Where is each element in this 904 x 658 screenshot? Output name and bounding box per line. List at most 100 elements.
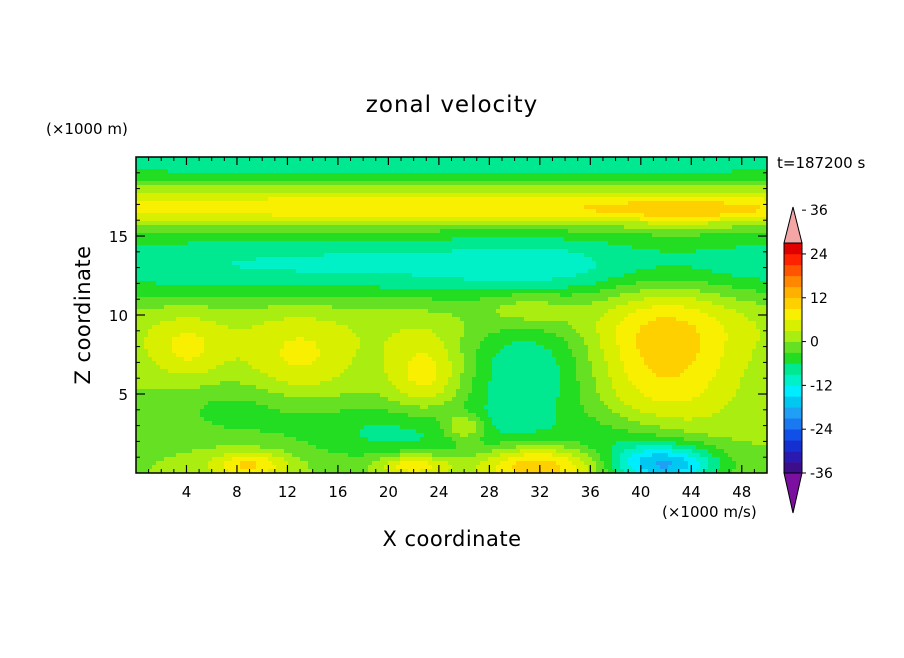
heatmap-cell <box>308 181 313 186</box>
heatmap-cell <box>492 157 497 162</box>
heatmap-cell <box>744 261 749 266</box>
heatmap-cell <box>748 273 753 278</box>
heatmap-cell <box>600 221 605 226</box>
heatmap-cell <box>296 225 301 230</box>
heatmap-cell <box>156 185 161 190</box>
heatmap-cell <box>628 257 633 262</box>
heatmap-cell <box>140 197 145 202</box>
heatmap-cell <box>224 165 229 170</box>
heatmap-cell <box>580 261 585 266</box>
heatmap-cell <box>216 257 221 262</box>
heatmap-cell <box>712 261 717 266</box>
heatmap-cell <box>588 241 593 246</box>
heatmap-cell <box>668 277 673 282</box>
heatmap-cell <box>452 233 457 238</box>
heatmap-cell <box>440 205 445 210</box>
heatmap-cell <box>628 181 633 186</box>
heatmap-cell <box>608 193 613 198</box>
heatmap-cell <box>640 189 645 194</box>
heatmap-cell <box>688 217 693 222</box>
heatmap-cell <box>252 237 257 242</box>
heatmap-cell <box>652 265 657 270</box>
heatmap-cell <box>676 249 681 254</box>
heatmap-cell <box>168 189 173 194</box>
heatmap-cell <box>168 233 173 238</box>
heatmap-cell <box>316 261 321 266</box>
heatmap-cell <box>628 177 633 182</box>
heatmap-cell <box>532 213 537 218</box>
heatmap-cell <box>720 193 725 198</box>
heatmap-cell <box>760 185 765 190</box>
heatmap-cell <box>244 185 249 190</box>
heatmap-cell <box>236 205 241 210</box>
heatmap-cell <box>696 197 701 202</box>
heatmap-cell <box>764 169 767 174</box>
heatmap-cell <box>708 197 713 202</box>
heatmap-cell <box>164 265 169 270</box>
heatmap-cell <box>284 261 289 266</box>
heatmap-cell <box>500 233 505 238</box>
heatmap-cell <box>144 281 149 286</box>
heatmap-cell <box>600 185 605 190</box>
heatmap-cell <box>640 161 645 166</box>
heatmap-cell <box>412 189 417 194</box>
heatmap-cell <box>748 261 753 266</box>
heatmap-cell <box>632 273 637 278</box>
heatmap-cell <box>632 209 637 214</box>
heatmap-cell <box>336 189 341 194</box>
heatmap-cell <box>292 229 297 234</box>
heatmap-cell <box>564 189 569 194</box>
heatmap-cell <box>504 173 509 178</box>
heatmap-cell <box>248 173 253 178</box>
heatmap-cell <box>564 157 569 162</box>
heatmap-cell <box>468 265 473 270</box>
heatmap-cell <box>256 253 261 258</box>
heatmap-cell <box>368 157 373 162</box>
heatmap-cell <box>732 185 737 190</box>
heatmap-cell <box>372 213 377 218</box>
y-unit-label: (×1000 m) <box>46 120 128 138</box>
heatmap-cell <box>624 169 629 174</box>
heatmap-cell <box>656 241 661 246</box>
heatmap-cell <box>348 229 353 234</box>
heatmap-cell <box>728 173 733 178</box>
heatmap-cell <box>208 233 213 238</box>
heatmap-cell <box>496 189 501 194</box>
heatmap-cell <box>144 269 149 274</box>
heatmap-cell <box>136 161 141 166</box>
heatmap-cell <box>644 265 649 270</box>
heatmap-cell <box>436 161 441 166</box>
heatmap-cell <box>564 253 569 258</box>
heatmap-cell <box>700 273 705 278</box>
heatmap-cell <box>536 161 541 166</box>
heatmap-cell <box>504 265 509 270</box>
heatmap-cell <box>540 193 545 198</box>
heatmap-cell <box>480 217 485 222</box>
heatmap-cell <box>732 265 737 270</box>
heatmap-cell <box>192 237 197 242</box>
heatmap-cell <box>208 265 213 270</box>
heatmap-cell <box>408 273 413 278</box>
heatmap-cell <box>200 177 205 182</box>
heatmap-cell <box>612 213 617 218</box>
heatmap-cell <box>644 237 649 242</box>
heatmap-cell <box>328 233 333 238</box>
heatmap-cell <box>200 225 205 230</box>
heatmap-cell <box>532 185 537 190</box>
heatmap-cell <box>572 197 577 202</box>
heatmap-cell <box>484 209 489 214</box>
heatmap-cell <box>720 253 725 258</box>
heatmap-cell <box>200 205 205 210</box>
heatmap-cell <box>256 273 261 278</box>
heatmap-cell <box>164 221 169 226</box>
heatmap-cell <box>472 245 477 250</box>
heatmap-cell <box>392 209 397 214</box>
heatmap-cell <box>764 225 767 230</box>
heatmap-cell <box>656 257 661 262</box>
heatmap-cell <box>492 197 497 202</box>
heatmap-cell <box>356 161 361 166</box>
heatmap-cell <box>548 269 553 274</box>
heatmap-cell <box>460 237 465 242</box>
heatmap-cell <box>140 177 145 182</box>
heatmap-cell <box>668 181 673 186</box>
